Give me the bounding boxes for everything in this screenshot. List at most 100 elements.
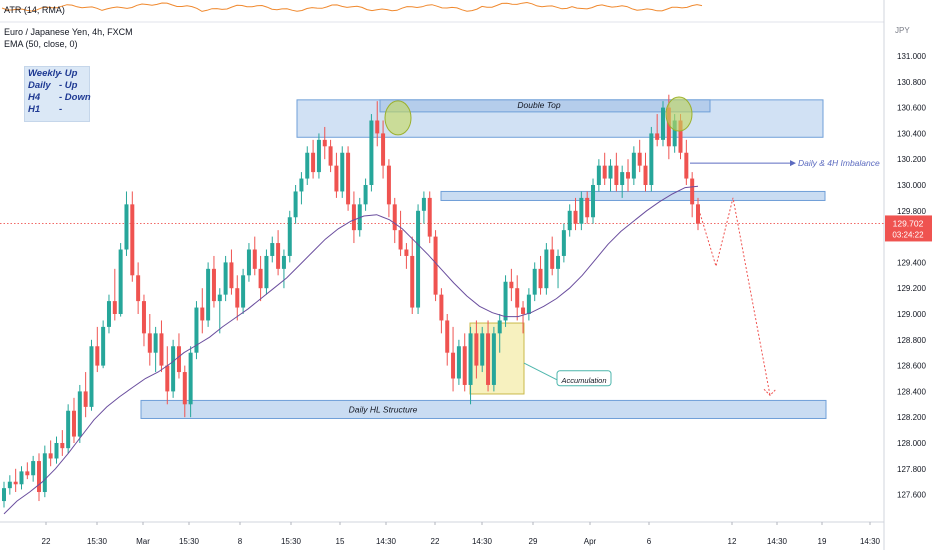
timeframe-bias-box: Weekly - Up Daily - Up H4 - Down H1 - [24,66,91,122]
candle-down [311,152,316,173]
current-price-badge[interactable] [885,215,932,242]
candle-down [200,307,205,321]
candle-down [130,204,135,276]
imbalance-label: Daily & 4H Imbalance [798,158,880,168]
candle-up [340,152,345,192]
price-tick-label: 130.600 [897,104,926,113]
price-tick-label: 129.400 [897,258,926,267]
bias-dir-daily: - Up [59,80,78,91]
price-tick-label: 131.000 [897,52,926,61]
candle-up [54,443,59,459]
ema-indicator-label[interactable]: EMA (50, close, 0) [4,39,78,49]
price-tick-label: 130.800 [897,78,926,87]
time-tick-label: 14:30 [860,537,881,546]
time-tick-label: 29 [529,537,538,546]
candle-down [398,230,403,250]
projection-arrow-head [763,388,777,396]
hl-structure-zone[interactable] [140,399,827,419]
price-tick-label: 128.800 [897,336,926,345]
projection-path[interactable] [699,197,771,396]
candle-down [666,107,671,147]
price-tick-label: 130.000 [897,181,926,190]
candle-up [316,139,321,173]
candle-up [31,461,36,476]
candle-up [89,346,94,407]
candle-up [480,333,485,366]
price-tick-label: 129.800 [897,207,926,216]
double-top-circle-right[interactable] [665,96,693,132]
double-top-label: Double Top [517,100,560,110]
candle-up [363,185,368,205]
candle-down [445,320,450,353]
candle-down [258,268,263,289]
candle-down [392,204,397,231]
time-tick-label: 6 [647,537,652,546]
candle-up [556,255,561,269]
candle-up [503,281,508,321]
currency-label: JPY [895,26,910,35]
ema-line [3,185,699,515]
candle-up [579,197,584,224]
candle-up [596,165,601,185]
candle-down [252,249,257,269]
candle-down [60,443,65,449]
symbol-label[interactable]: Euro / Japanese Yen, 4h, FXCM [4,27,133,37]
candle-down [602,165,607,179]
candle-down [159,333,164,366]
imbalance-zone[interactable] [440,190,826,201]
candle-up [206,268,211,321]
candle-down [678,120,683,153]
imbalance-arrow-head [790,160,796,167]
bias-row-h1: H1 [28,104,41,115]
candle-down [141,301,146,334]
candle-up [491,333,496,385]
candle-up [468,333,473,385]
candle-down [235,288,240,308]
candle-down [375,120,380,134]
candle-down [346,152,351,205]
candle-down [643,165,648,185]
candle-down [696,204,700,224]
double-top-circle-left[interactable] [384,100,412,136]
candle-up [106,301,111,327]
candle-down [486,333,491,385]
candle-up [567,210,572,231]
candle-up [544,249,549,289]
candle-up [591,185,596,218]
candle-down [550,249,555,269]
time-tick-label: 12 [728,537,737,546]
price-tick-label: 129.000 [897,310,926,319]
atr-indicator-label[interactable]: ATR (14, RMA) [4,5,65,15]
bias-row-daily: Daily [28,80,51,91]
time-tick-label: 15 [336,537,345,546]
candle-down [474,333,479,366]
candle-down [684,152,689,179]
time-tick-label: 8 [238,537,243,546]
accumulation-zone[interactable] [469,322,525,395]
time-tick-label: Mar [136,537,150,546]
accumulation-label: Accumulation [560,376,606,385]
candle-up [532,268,537,295]
candle-up [66,410,71,449]
candle-up [456,346,461,379]
candle-up [421,197,426,211]
candle-down [521,307,526,314]
candle-down [351,204,356,231]
accumulation-callout-box[interactable] [556,370,612,387]
candle-up [287,217,292,256]
double-top-line-box[interactable] [379,99,711,113]
candle-down [83,391,88,407]
candle-down [48,453,53,459]
candle-down [404,249,409,256]
candle-down [637,152,642,166]
candle-up [620,172,625,185]
candle-down [276,243,281,269]
candle-up [77,391,82,437]
time-tick-label: Apr [584,537,597,546]
candle-down [71,410,76,437]
candle-up [270,243,275,256]
candle-up [118,249,123,314]
price-tick-label: 127.800 [897,465,926,474]
